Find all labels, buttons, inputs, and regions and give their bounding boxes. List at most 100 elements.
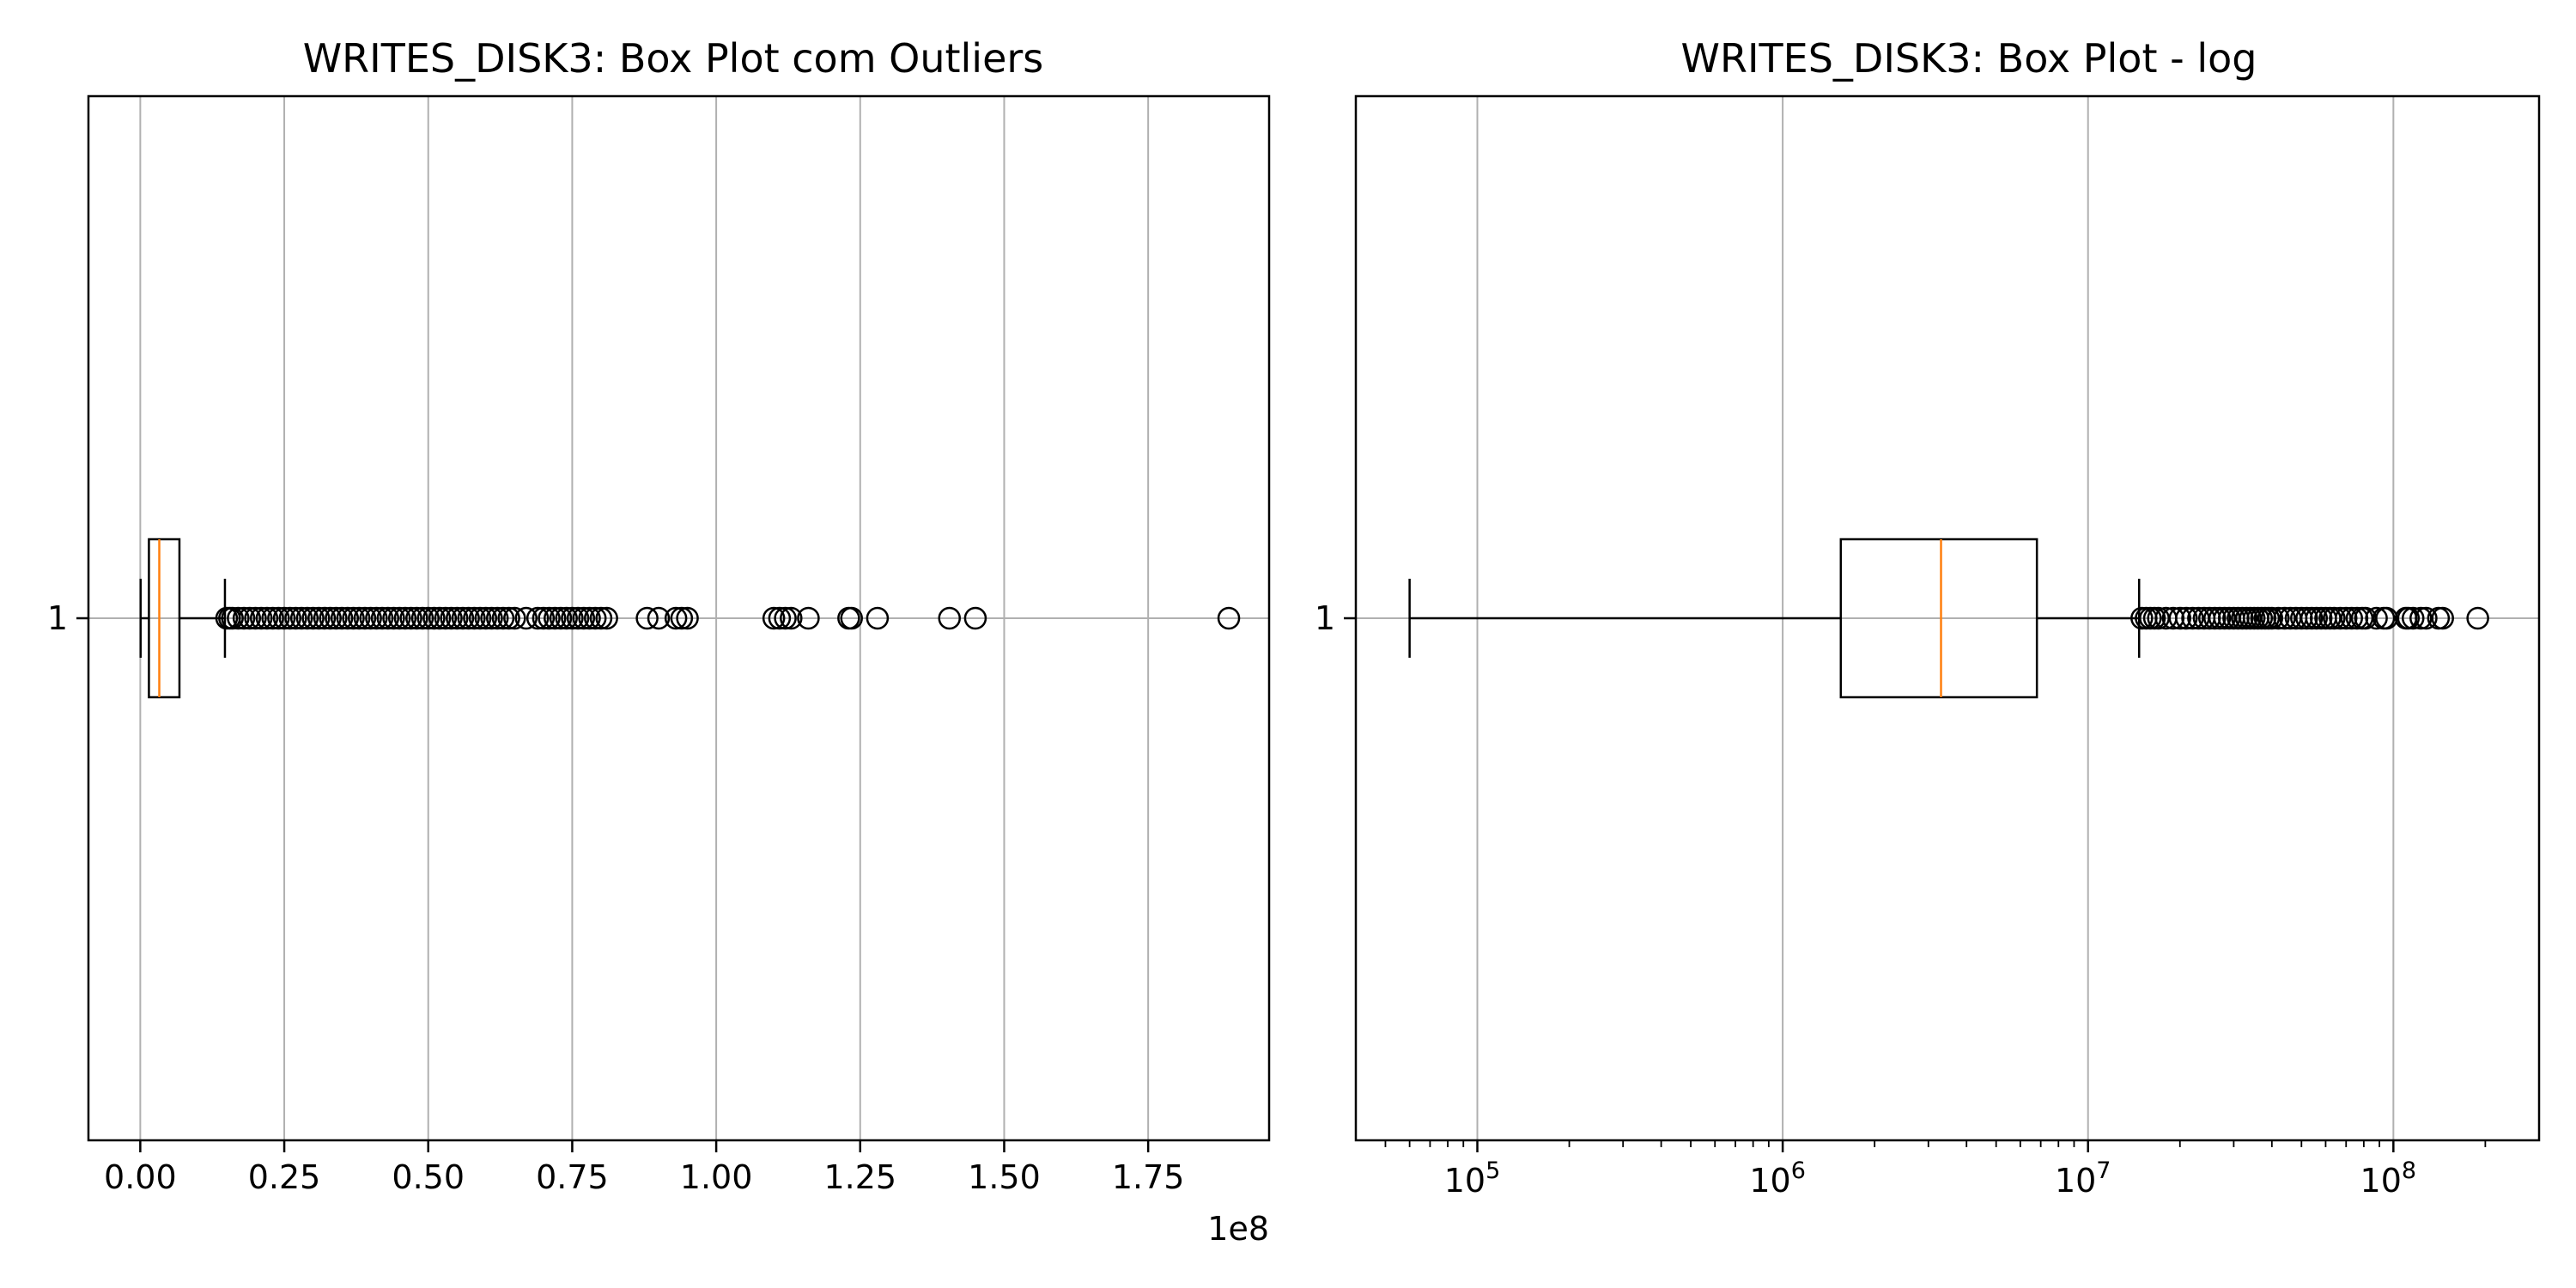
outlier-point xyxy=(405,606,428,630)
outlier-point xyxy=(774,606,797,630)
outlier-point xyxy=(289,606,313,630)
outlier-point xyxy=(2168,606,2192,630)
outlier-point xyxy=(2409,606,2433,630)
outlier-point xyxy=(2431,606,2454,630)
outlier-point xyxy=(376,606,400,630)
outlier-point xyxy=(261,606,284,630)
outlier-point xyxy=(635,606,659,630)
outlier-point xyxy=(422,606,446,630)
outlier-point xyxy=(532,606,556,630)
outlier-point xyxy=(249,606,273,630)
outlier-point xyxy=(572,606,596,630)
outlier-point xyxy=(474,606,498,630)
outlier-point xyxy=(538,606,561,630)
outlier-point xyxy=(468,606,492,630)
outlier-point xyxy=(451,606,475,630)
outlier-point xyxy=(227,606,250,630)
outlier-point xyxy=(2260,606,2284,630)
x-tick-label: 0.75 xyxy=(536,1158,609,1196)
outlier-point xyxy=(370,606,394,630)
outlier-point xyxy=(267,606,290,630)
outlier-point xyxy=(416,606,440,630)
outlier-point xyxy=(2365,606,2388,630)
outlier-point xyxy=(2273,606,2296,630)
outlier-point xyxy=(670,606,694,630)
outlier-point xyxy=(561,606,584,630)
outlier-point xyxy=(589,606,613,630)
outlier-point xyxy=(1217,606,1241,630)
x-tick-label: 0.25 xyxy=(248,1158,321,1196)
outlier-point xyxy=(485,606,509,630)
outlier-point xyxy=(938,606,961,630)
outlier-point xyxy=(387,606,411,630)
outlier-point xyxy=(353,606,377,630)
outlier-point xyxy=(446,606,469,630)
outlier-point xyxy=(544,606,567,630)
x-axis-ticks: 105 106 107 108 xyxy=(1384,1140,2487,1200)
outlier-point xyxy=(232,606,256,630)
outlier-point xyxy=(840,606,863,630)
outlier-point xyxy=(393,606,417,630)
chart-title: WRITES_DISK3: Box Plot com Outliers xyxy=(303,35,1044,82)
outlier-point xyxy=(2203,606,2227,630)
outlier-point xyxy=(295,606,319,630)
outlier-point xyxy=(278,606,302,630)
outlier-point xyxy=(578,606,601,630)
outlier-point xyxy=(319,606,342,630)
outlier-point xyxy=(526,606,550,630)
x-tick-label: 107 xyxy=(2055,1157,2111,1200)
outlier-point xyxy=(238,606,262,630)
x-tick-label: 108 xyxy=(2360,1157,2417,1200)
x-tick-label: 1.25 xyxy=(823,1158,896,1196)
chart-title: WRITES_DISK3: Box Plot - log xyxy=(1681,35,2257,82)
outlier-point xyxy=(647,606,671,630)
outlier-point xyxy=(797,606,820,630)
outlier-point xyxy=(301,606,325,630)
iqr-box xyxy=(148,538,181,699)
outlier-point xyxy=(221,606,244,630)
outlier-point xyxy=(2175,606,2198,630)
outlier-point xyxy=(382,606,405,630)
chart-linear-boxplot: WRITES_DISK3: Box Plot com Outliers 0.00… xyxy=(47,35,1271,1248)
outlier-point xyxy=(365,606,388,630)
y-tick-label: 1 xyxy=(47,599,68,637)
outlier-point xyxy=(313,606,337,630)
outlier-point xyxy=(399,606,422,630)
outlier-point xyxy=(2402,606,2425,630)
outlier-point xyxy=(244,606,267,630)
outlier-point xyxy=(2329,606,2352,630)
outlier-point xyxy=(2295,606,2318,630)
x-tick-label: 105 xyxy=(1444,1157,1501,1200)
outlier-point xyxy=(583,606,607,630)
outlier-point xyxy=(2181,606,2204,630)
outlier-point xyxy=(284,606,307,630)
outlier-point xyxy=(503,606,526,630)
outlier-point xyxy=(2340,606,2363,630)
y-axis-ticks: 1 xyxy=(1315,599,1356,637)
outlier-point xyxy=(457,606,480,630)
outliers xyxy=(215,606,1241,630)
iqr-box xyxy=(1839,538,2038,699)
x-axis-offset-label: 1e8 xyxy=(1207,1210,1269,1248)
outlier-point xyxy=(325,606,348,630)
outlier-point xyxy=(2375,606,2398,630)
outlier-point xyxy=(330,606,354,630)
outlier-point xyxy=(359,606,382,630)
x-tick-label: 1.00 xyxy=(680,1158,753,1196)
outlier-point xyxy=(2323,606,2346,630)
outlier-point xyxy=(2334,606,2358,630)
outlier-point xyxy=(491,606,515,630)
outlier-point xyxy=(428,606,452,630)
x-tick-label: 0.00 xyxy=(104,1158,177,1196)
outlier-point xyxy=(463,606,486,630)
x-axis-ticks: 0.00 0.25 0.50 0.75 1.00 1.25 1.50 1.75 xyxy=(104,1140,1184,1196)
outliers xyxy=(2130,606,2489,630)
outlier-point xyxy=(2466,606,2489,630)
outlier-point xyxy=(2415,606,2438,630)
outlier-point xyxy=(676,606,699,630)
outlier-point xyxy=(336,606,360,630)
outlier-point xyxy=(255,606,279,630)
outlier-point xyxy=(497,606,520,630)
outlier-point xyxy=(555,606,578,630)
